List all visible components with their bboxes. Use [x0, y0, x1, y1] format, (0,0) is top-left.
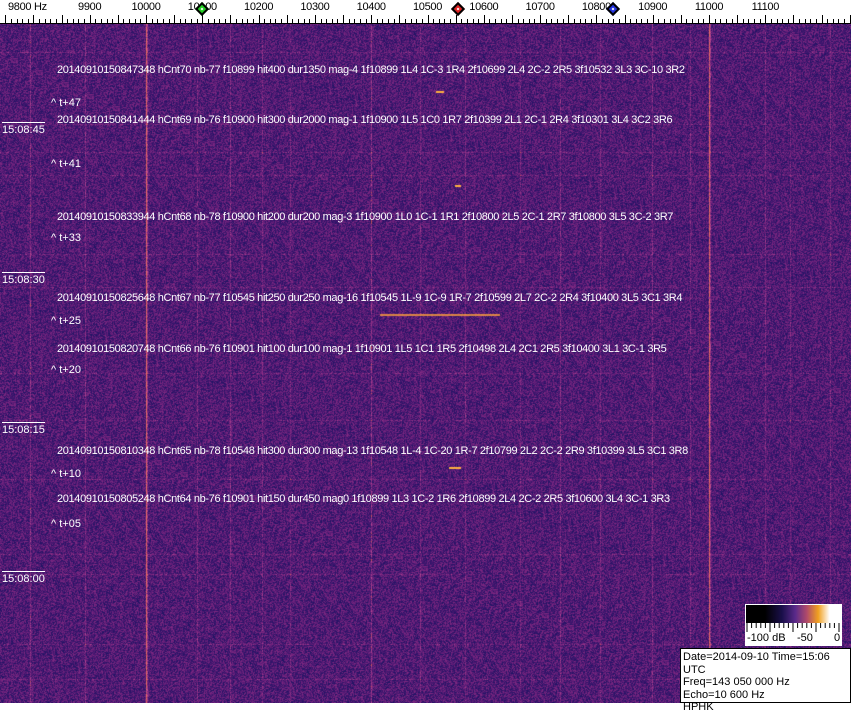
- freq-label: 9900: [78, 1, 102, 13]
- colorbar-label-max: 0: [834, 632, 841, 644]
- detection-line: 20140910150841444 hCnt69 nb-76 f10900 hi…: [57, 114, 673, 126]
- colorbar: -100 dB -50 0: [745, 604, 842, 646]
- time-offset: ^ t+05: [51, 518, 81, 530]
- freq-label: 10200: [244, 1, 274, 13]
- freq-label: 10000: [131, 1, 161, 13]
- waterfall-spectrogram: [0, 24, 851, 703]
- freq-label: 10400: [356, 1, 386, 13]
- detection-line: 20140910150847348 hCnt70 nb-77 f10899 hi…: [57, 64, 685, 76]
- freq-label: 10900: [638, 1, 668, 13]
- time-label: 15:08:00: [2, 571, 45, 585]
- detection-line: 20140910150805248 hCnt64 nb-76 f10901 hi…: [57, 493, 670, 505]
- time-offset: ^ t+20: [51, 364, 81, 376]
- time-offset: ^ t+10: [51, 468, 81, 480]
- freq-label: 10700: [525, 1, 555, 13]
- info-echo: Echo=10 600 Hz: [683, 688, 765, 701]
- colorbar-ticks: [746, 623, 840, 632]
- info-panel: Date=2014-09-10 Time=15:06 UTC Freq=143 …: [680, 648, 851, 713]
- freq-label: 11100: [751, 1, 780, 13]
- freq-label: 9800 Hz: [7, 1, 47, 13]
- time-offset: ^ t+33: [51, 232, 81, 244]
- detection-line: 20140910150820748 hCnt66 nb-76 f10901 hi…: [57, 343, 667, 355]
- freq-label: 10500: [412, 1, 443, 13]
- time-label: 15:08:30: [2, 272, 45, 286]
- detection-line: 20140910150810348 hCnt65 nb-78 f10548 hi…: [57, 445, 688, 457]
- info-freq: Freq=143 050 000 Hz: [683, 676, 790, 688]
- frequency-ticks: [0, 15, 851, 24]
- time-offset: ^ t+41: [51, 158, 81, 170]
- time-label: 15:08:15: [2, 422, 45, 436]
- freq-label: 10800: [581, 1, 611, 13]
- freq-label: 10300: [300, 1, 330, 13]
- freq-label: 11000: [694, 1, 724, 13]
- detection-line: 20140910150825648 hCnt67 nb-77 f10545 hi…: [57, 292, 683, 304]
- colorbar-label-mid: -50: [797, 632, 813, 644]
- time-offset: ^ t+25: [51, 315, 81, 327]
- freq-label: 10600: [469, 1, 499, 13]
- time-label: 15:08:45: [2, 122, 45, 136]
- colorbar-label-min: -100 dB: [747, 632, 786, 644]
- frequency-axis: 9800 Hz 9900 10000 10100 10200 10300 104…: [0, 0, 851, 24]
- detection-line: 20140910150833944 hCnt68 nb-78 f10900 hi…: [57, 211, 674, 223]
- time-offset: ^ t+47: [51, 97, 81, 109]
- info-date-time: Date=2014-09-10 Time=15:06 UTC: [683, 651, 830, 676]
- colorbar-gradient: [746, 605, 841, 623]
